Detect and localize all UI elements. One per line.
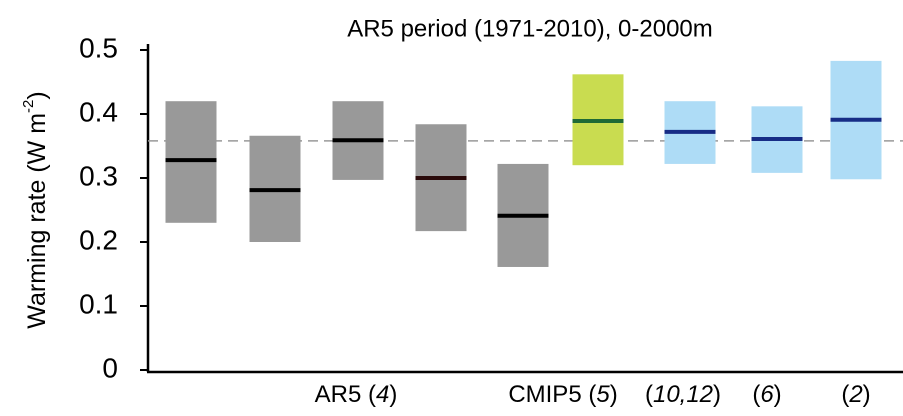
x-group-label-part: AR5 ( xyxy=(315,381,376,408)
x-group-label-part: 6 xyxy=(760,381,774,408)
chart-title: AR5 period (1971-2010), 0-2000m xyxy=(347,15,713,42)
y-tick-label: 0.5 xyxy=(79,32,118,63)
y-tick-label: 0.1 xyxy=(79,288,118,319)
x-group-label-part: 4 xyxy=(376,381,389,408)
x-group-label-part: 2 xyxy=(848,381,862,408)
x-group-label: (6) xyxy=(752,381,781,408)
y-tick-label: 0.4 xyxy=(79,96,118,127)
x-group-label-part: 5 xyxy=(596,381,610,408)
y-axis-label: Warming rate (W m-2) xyxy=(20,91,51,328)
y-axis-label-part: Warming rate (W m xyxy=(23,113,51,329)
x-group-label: CMIP5 (5) xyxy=(508,381,617,408)
x-group-label: (2) xyxy=(841,381,870,408)
x-group-label-part: ) xyxy=(389,381,397,408)
y-tick-label: 0.3 xyxy=(79,160,118,191)
x-group-label-part: 10,12 xyxy=(653,381,713,408)
x-group-label: (10,12) xyxy=(645,381,721,408)
y-tick-label: 0.2 xyxy=(79,224,118,255)
x-group-label-part: ( xyxy=(645,381,653,408)
x-group-label-part: ) xyxy=(774,381,782,408)
y-tick-label: 0 xyxy=(102,352,118,383)
x-group-label-part: ) xyxy=(610,381,618,408)
x-group-label-part: ( xyxy=(841,381,849,408)
x-group-label: AR5 (4) xyxy=(315,381,398,408)
x-group-label-part: ) xyxy=(863,381,871,408)
x-group-label-part: CMIP5 ( xyxy=(508,381,596,408)
y-axis-label-part: ) xyxy=(23,91,51,99)
x-group-label-part: ( xyxy=(752,381,760,408)
x-group-label-part: ) xyxy=(713,381,721,408)
y-axis-label-part: -2 xyxy=(20,100,37,113)
